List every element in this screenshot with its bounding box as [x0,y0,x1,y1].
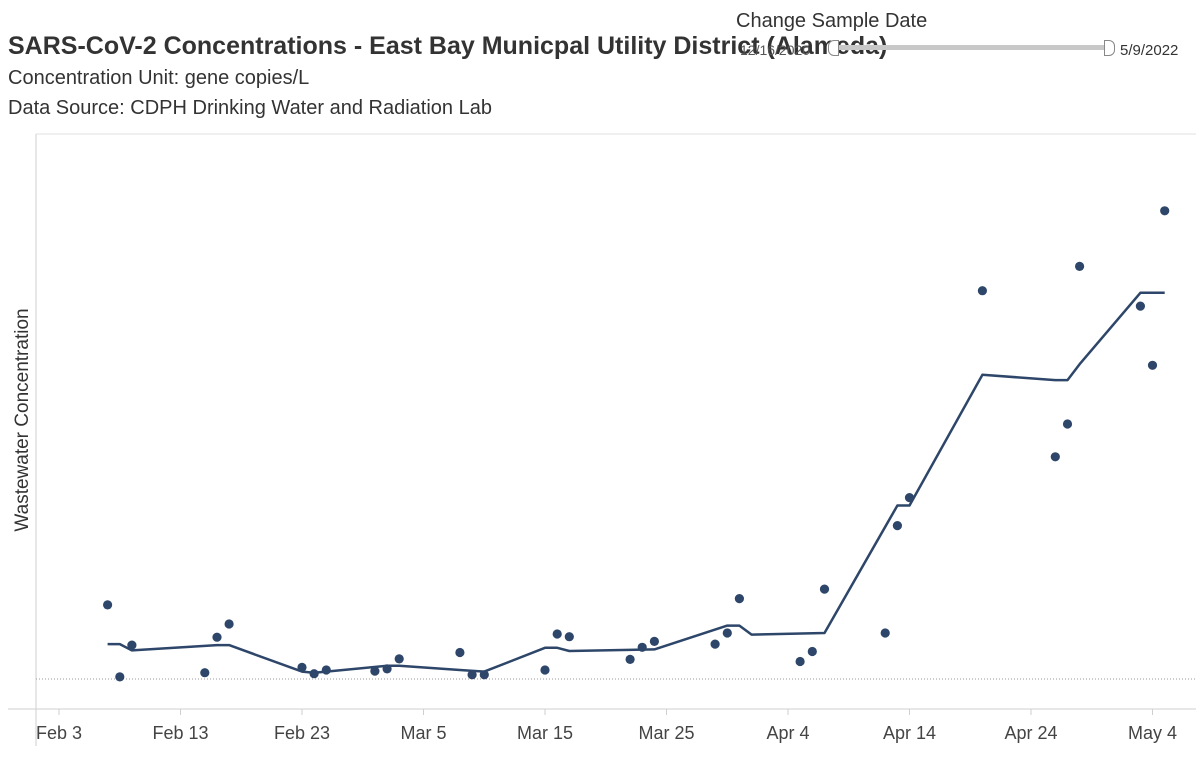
x-tick-label: Apr 4 [766,723,809,743]
sample-point[interactable] [649,636,660,647]
x-tick-label: May 4 [1128,723,1177,743]
sample-point[interactable] [1075,261,1085,271]
sample-point[interactable] [710,639,720,649]
sample-point[interactable] [321,665,331,675]
x-tick-label: Mar 15 [517,723,573,743]
sample-point[interactable] [103,600,113,610]
sample-point[interactable] [455,647,465,658]
slider-start-handle[interactable] [828,40,839,56]
slider-start-value: 12/16/2020 [740,42,811,58]
sample-point[interactable] [880,628,890,638]
sample-point[interactable] [309,669,319,679]
sample-point[interactable] [552,629,562,639]
series-points-group [103,206,1170,682]
sample-point[interactable] [115,672,125,682]
sample-point[interactable] [479,670,489,680]
y-axis-label: Wastewater Concentration [12,308,33,531]
sample-point[interactable] [1050,452,1060,462]
slider-end-value: 5/9/2022 [1120,42,1179,59]
x-axis-ticks: Feb 3 Feb 13 Feb 23 Mar 5 Mar 15 Mar 25 Apr 4 A… [36,709,1177,743]
x-tick-label: Feb 13 [152,723,208,743]
sample-point[interactable] [625,654,635,665]
concentration-unit-label: Concentration Unit: gene copies/L [8,67,310,89]
sample-point[interactable] [564,632,574,642]
sample-point[interactable] [467,670,477,680]
date-range-slider-track[interactable] [830,45,1108,50]
trend-line [107,291,1165,674]
sample-point[interactable] [394,654,404,664]
sample-point[interactable] [297,662,307,673]
sample-point[interactable] [1160,206,1170,216]
x-tick-label: Feb 3 [36,723,82,743]
sample-point[interactable] [1062,419,1073,429]
sample-point[interactable] [370,666,380,676]
x-tick-label: Apr 24 [1004,723,1057,743]
sample-point[interactable] [807,646,817,657]
sample-point[interactable] [795,656,805,667]
sample-point[interactable] [1147,360,1158,370]
sample-point[interactable] [127,640,137,650]
sample-point[interactable] [977,286,988,296]
sample-point[interactable] [224,619,234,629]
x-tick-label: Feb 23 [274,723,330,743]
x-tick-label: Apr 14 [883,723,936,743]
data-source-label: Data Source: CDPH Drinking Water and Rad… [8,97,492,119]
sample-point[interactable] [904,493,915,503]
sample-point[interactable] [734,594,745,604]
sample-point[interactable] [382,664,392,674]
series-line-group [107,291,1165,674]
sample-point[interactable] [722,628,732,638]
chart-title: SARS-CoV-2 Concentrations - East Bay Mun… [8,32,888,60]
sample-point[interactable] [200,668,210,678]
filter-title: Change Sample Date [736,10,928,32]
sample-point[interactable] [637,642,647,652]
sample-point[interactable] [819,584,830,594]
sample-point[interactable] [1135,301,1145,311]
x-tick-label: Mar 5 [400,723,446,743]
slider-end-handle[interactable] [1104,40,1115,56]
sample-point[interactable] [540,665,550,675]
sample-point[interactable] [212,632,222,642]
x-tick-label: Mar 25 [638,723,694,743]
sample-point[interactable] [892,521,903,531]
